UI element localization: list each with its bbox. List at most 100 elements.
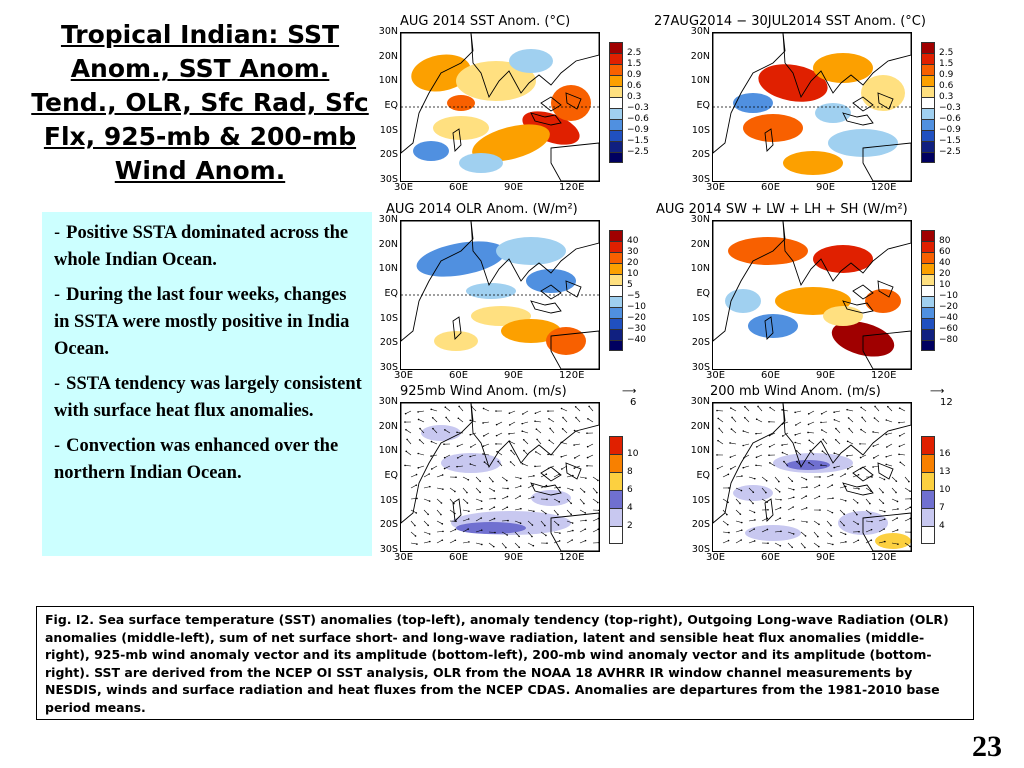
wind-vector bbox=[548, 418, 555, 423]
wind-vector-head bbox=[571, 489, 574, 491]
anomaly-patch bbox=[786, 460, 830, 470]
wind-vector bbox=[561, 465, 568, 470]
wind-vector-head bbox=[804, 535, 807, 537]
wind-vector-head bbox=[808, 439, 811, 442]
wind-vector-head bbox=[874, 405, 876, 408]
wind-vector bbox=[808, 462, 815, 467]
reference-arrow-icon: ⟶ bbox=[622, 386, 637, 397]
wind-vector-head bbox=[583, 502, 585, 505]
wind-vector-head bbox=[885, 433, 887, 436]
wind-vector bbox=[471, 406, 477, 412]
legend-label: 10 bbox=[939, 280, 951, 290]
map-plot bbox=[400, 220, 600, 370]
wind-vector-head bbox=[415, 512, 418, 514]
latitude-label: 10S bbox=[691, 124, 710, 136]
wind-vector-head bbox=[858, 488, 860, 490]
wind-vector-head bbox=[573, 467, 576, 469]
wind-vector-head bbox=[897, 543, 899, 545]
anomaly-patch bbox=[861, 75, 905, 111]
wind-vector-head bbox=[752, 502, 754, 505]
wind-vector-head bbox=[445, 416, 447, 419]
wind-vector-head bbox=[561, 428, 564, 430]
wind-vector bbox=[574, 443, 581, 446]
wind-vector bbox=[839, 531, 846, 535]
anomaly-patch bbox=[758, 64, 828, 102]
legend-swatch bbox=[921, 340, 935, 351]
bullet-box: - Positive SSTA dominated across the whol… bbox=[42, 212, 372, 556]
wind-vector bbox=[822, 439, 828, 445]
page-number: 23 bbox=[972, 730, 1002, 763]
longitude-label: 60E bbox=[449, 552, 469, 563]
coastline bbox=[452, 128, 462, 152]
wind-vector-head bbox=[417, 452, 419, 455]
wind-vector-head bbox=[404, 412, 407, 415]
coastline bbox=[530, 112, 562, 126]
wind-vector bbox=[852, 509, 858, 515]
wind-vector-head bbox=[818, 523, 820, 526]
legend-label: 80 bbox=[939, 236, 951, 246]
wind-vector bbox=[743, 430, 750, 434]
wind-vector bbox=[899, 454, 906, 456]
wind-vector bbox=[470, 420, 477, 423]
legend-swatch bbox=[921, 141, 935, 152]
wind-vector-head bbox=[415, 473, 418, 476]
coastline bbox=[540, 466, 562, 482]
wind-vector-head bbox=[466, 491, 468, 494]
wind-vector-head bbox=[481, 543, 483, 546]
legend-swatch bbox=[609, 42, 623, 53]
wind-vector bbox=[887, 406, 893, 412]
wind-vector bbox=[813, 496, 820, 500]
wind-vector bbox=[510, 461, 516, 467]
latitude-label: 20N bbox=[690, 238, 710, 250]
legend-swatch bbox=[609, 53, 623, 64]
wind-vector-head bbox=[794, 424, 797, 426]
wind-vector-head bbox=[831, 484, 834, 486]
wind-vector bbox=[423, 498, 430, 502]
wind-vector-head bbox=[729, 456, 732, 458]
wind-vector bbox=[496, 432, 503, 436]
wind-vector bbox=[488, 518, 495, 522]
coastline bbox=[862, 142, 911, 181]
bullet-text: During the last four weeks, changes in S… bbox=[54, 285, 350, 359]
wind-vector bbox=[839, 509, 845, 515]
coastline bbox=[540, 96, 562, 112]
coastline bbox=[530, 300, 562, 314]
legend-swatch bbox=[921, 75, 935, 86]
wind-vector-head bbox=[861, 416, 863, 419]
wind-vector bbox=[449, 529, 456, 533]
legend-swatch bbox=[609, 329, 623, 340]
wind-vector-head bbox=[766, 501, 768, 503]
wind-vector-head bbox=[792, 488, 795, 491]
wind-vector-head bbox=[429, 540, 431, 543]
wind-vector-head bbox=[429, 485, 431, 488]
wind-vector bbox=[826, 484, 833, 489]
wind-vector-head bbox=[744, 416, 746, 419]
wind-vector bbox=[404, 465, 412, 467]
wind-vector-head bbox=[765, 479, 768, 482]
wind-vector-head bbox=[794, 441, 796, 444]
wind-vector-head bbox=[508, 424, 511, 426]
wind-vector bbox=[444, 465, 451, 469]
wind-vector-head bbox=[753, 477, 756, 480]
wind-vector-head bbox=[730, 428, 733, 430]
wind-vector bbox=[419, 439, 425, 445]
wind-vector bbox=[579, 528, 586, 533]
wind-vector bbox=[852, 520, 859, 525]
wind-vector bbox=[527, 542, 534, 546]
wind-vector bbox=[462, 476, 469, 481]
wind-vector bbox=[475, 517, 482, 522]
legend-swatch bbox=[609, 526, 623, 544]
wind-vector-head bbox=[883, 510, 886, 513]
latitude-label: 10S bbox=[691, 312, 710, 324]
wind-vector-head bbox=[857, 539, 860, 542]
wind-vector bbox=[860, 465, 867, 469]
wind-vector bbox=[769, 432, 776, 436]
legend-swatch bbox=[921, 508, 935, 526]
wind-vector-head bbox=[597, 479, 599, 482]
wind-vector-head bbox=[728, 487, 730, 489]
wind-vector-head bbox=[739, 513, 742, 515]
anomaly-patch bbox=[531, 490, 571, 506]
anomaly-patch bbox=[725, 289, 761, 313]
wind-vector bbox=[579, 509, 586, 514]
wind-vector bbox=[826, 542, 833, 545]
